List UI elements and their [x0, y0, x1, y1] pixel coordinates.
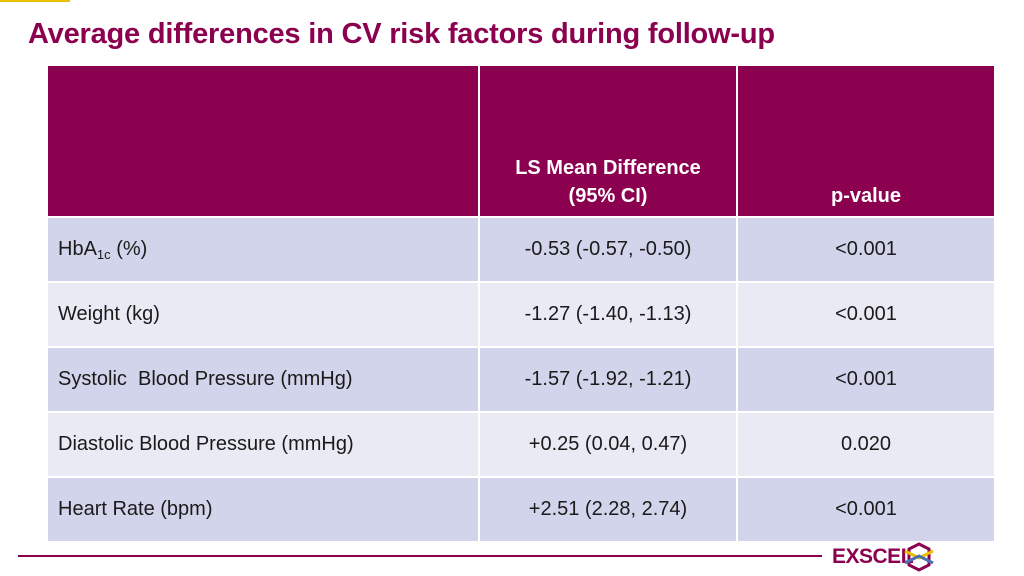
hba-text: HbA [58, 237, 97, 260]
row-label: Weight (kg) [46, 281, 480, 348]
row-diff: +2.51 (2.28, 2.74) [478, 476, 738, 543]
header-ls-mean-difference: LS Mean Difference (95% CI) [478, 64, 738, 218]
table-row: Systolic Blood Pressure (mmHg) -1.57 (-1… [46, 346, 996, 413]
table-row: Weight (kg) -1.27 (-1.40, -1.13) <0.001 [46, 281, 996, 348]
row-p-value: <0.001 [736, 346, 996, 413]
row-label: Heart Rate (bpm) [46, 476, 480, 543]
table-row: HbA1c (%) -0.53 (-0.57, -0.50) <0.001 [46, 216, 996, 283]
header-risk-factor [46, 64, 480, 218]
row-p-value: <0.001 [736, 281, 996, 348]
row-label: Diastolic Blood Pressure (mmHg) [46, 411, 480, 478]
exscel-logo-icon [904, 542, 934, 572]
row-p-value: <0.001 [736, 476, 996, 543]
header-ls-mean-line1: LS Mean Difference [515, 157, 701, 179]
row-p-value: <0.001 [736, 216, 996, 283]
table-header-row: LS Mean Difference (95% CI) p-value [46, 64, 996, 218]
row-label: Systolic Blood Pressure (mmHg) [46, 346, 480, 413]
hba-subscript: 1c [96, 246, 111, 262]
footer-divider-left [18, 555, 822, 557]
row-diff: -1.57 (-1.92, -1.21) [478, 346, 738, 413]
table-row: Heart Rate (bpm) +2.51 (2.28, 2.74) <0.0… [46, 476, 996, 543]
exscel-logo-text: EXSCEL [832, 545, 914, 568]
footer-divider-right [0, 0, 70, 2]
row-label-hba1c: HbA1c (%) [46, 216, 480, 283]
row-p-value: 0.020 [736, 411, 996, 478]
header-ls-mean-line2: (95% CI) [568, 185, 648, 207]
row-diff: -1.27 (-1.40, -1.13) [478, 281, 738, 348]
header-p-value: p-value [736, 64, 996, 218]
hba-unit: (%) [110, 237, 148, 260]
risk-factor-table: LS Mean Difference (95% CI) p-value HbA1… [46, 64, 996, 543]
row-diff: +0.25 (0.04, 0.47) [478, 411, 738, 478]
page-title: Average differences in CV risk factors d… [28, 18, 775, 50]
table-row: Diastolic Blood Pressure (mmHg) +0.25 (0… [46, 411, 996, 478]
row-diff: -0.53 (-0.57, -0.50) [478, 216, 738, 283]
